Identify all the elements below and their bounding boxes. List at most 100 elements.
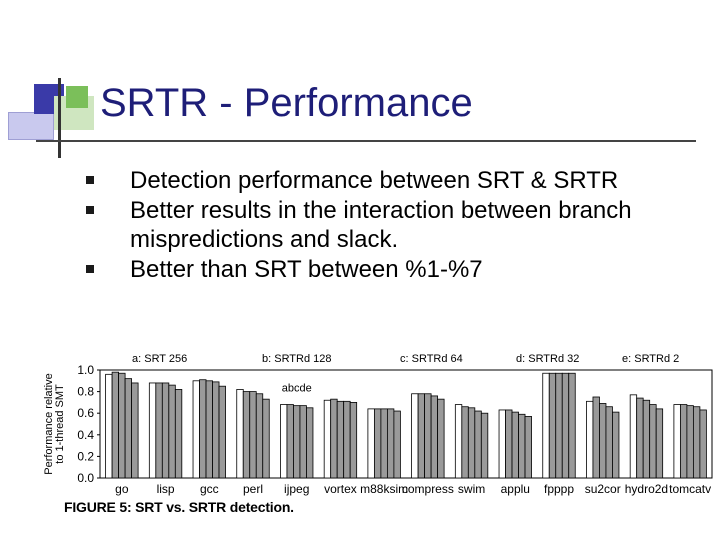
bar (393, 410, 401, 479)
bullet-item: Detection performance between SRT & SRTR (86, 166, 686, 195)
legend-label: c: SRTRd 64 (400, 353, 463, 365)
y-tick-label: 0.8 (77, 385, 94, 399)
x-tick-label: tomcatv (669, 482, 711, 496)
x-tick-label: applu (501, 482, 530, 496)
x-tick-label: perl (243, 482, 263, 496)
bar (673, 404, 681, 479)
legend-label: b: SRTRd 128 (262, 353, 332, 365)
x-tick-label: su2cor (585, 482, 621, 496)
bar (373, 408, 382, 479)
bar (430, 395, 439, 479)
bar (218, 385, 226, 479)
bar (330, 398, 338, 479)
legend-label: d: SRTRd 32 (516, 353, 579, 365)
bar (336, 400, 345, 479)
bar (454, 404, 463, 479)
bar (168, 384, 176, 479)
x-tick-label: m88ksim (360, 482, 408, 496)
x-tick-label: compress (402, 482, 454, 496)
bar (148, 382, 157, 479)
bullet-text: Detection performance between SRT & SRTR (130, 167, 619, 194)
bar (411, 393, 419, 479)
bar (511, 411, 519, 479)
bar (124, 378, 133, 479)
y-tick-label: 0.0 (77, 471, 94, 485)
bar (699, 409, 707, 479)
bar (612, 411, 620, 479)
bar (306, 407, 314, 479)
figure-caption: FIGURE 5: SRT vs. SRTR detection. (64, 499, 294, 515)
bar (636, 397, 644, 479)
bar (131, 382, 139, 479)
y-tick-label: 1.0 (77, 363, 94, 377)
bar (686, 405, 694, 479)
bar (692, 406, 701, 479)
bar (649, 404, 657, 479)
bar (199, 379, 207, 479)
figure: 1.0 0.8 0.6 0.4 0.2 0.0 Performance relative to… (40, 348, 720, 528)
bar (161, 382, 170, 479)
bar (105, 373, 113, 479)
title-decoration-lavender-square (8, 112, 54, 140)
bar (205, 380, 213, 479)
bar (380, 408, 388, 479)
bar (461, 406, 469, 479)
bar (192, 380, 200, 479)
bar (568, 372, 576, 479)
bar (293, 405, 301, 479)
bar (561, 372, 570, 479)
bar (480, 412, 489, 479)
bar (255, 393, 264, 479)
bar (605, 406, 613, 479)
bar (367, 408, 375, 479)
x-tick-label: gcc (200, 482, 219, 496)
y-axis-label: Performance relative (43, 373, 55, 475)
x-tick-label: swim (458, 482, 485, 496)
bar (586, 400, 594, 479)
bar (118, 372, 126, 479)
x-tick-label: vortex (324, 482, 357, 496)
plot-frame (99, 369, 713, 479)
x-tick-label: lisp (157, 482, 175, 496)
x-tick-label: hydro2d (625, 482, 668, 496)
title-decoration-green-square (66, 86, 88, 108)
bullet-item: Better than SRT between %1-%7 (86, 255, 686, 284)
bar (518, 413, 526, 479)
bar (242, 391, 251, 479)
bar (417, 393, 426, 479)
bullet-square-icon (86, 265, 94, 273)
bar (592, 396, 600, 479)
x-tick-label: fpppp (544, 482, 574, 496)
bar (262, 398, 270, 479)
bar (286, 404, 294, 479)
bar (642, 399, 651, 479)
bar (629, 394, 638, 479)
bullet-square-icon (86, 206, 94, 214)
bar (343, 400, 351, 479)
bar (548, 372, 557, 479)
bar (679, 404, 688, 479)
bar (542, 372, 550, 479)
bar (349, 402, 358, 479)
bar (424, 393, 432, 479)
bar (505, 409, 513, 479)
bar-letter-annotation: abcde (282, 383, 312, 395)
bar (599, 403, 607, 479)
x-tick-label: go (115, 482, 129, 496)
bar (236, 389, 244, 479)
bar (280, 404, 288, 479)
bar (474, 410, 482, 479)
legend-label: a: SRT 256 (132, 353, 187, 365)
bar (174, 389, 183, 479)
y-tick-label: 0.2 (77, 449, 94, 463)
bar (111, 371, 120, 479)
bar (212, 381, 220, 479)
bar (437, 398, 445, 479)
bar (155, 382, 163, 479)
bar (249, 391, 257, 479)
y-axis-label: to 1-thread SMT (54, 384, 66, 464)
bar (655, 408, 664, 479)
y-tick-label: 0.6 (77, 406, 94, 420)
bullet-square-icon (86, 176, 94, 184)
bar (524, 416, 532, 479)
